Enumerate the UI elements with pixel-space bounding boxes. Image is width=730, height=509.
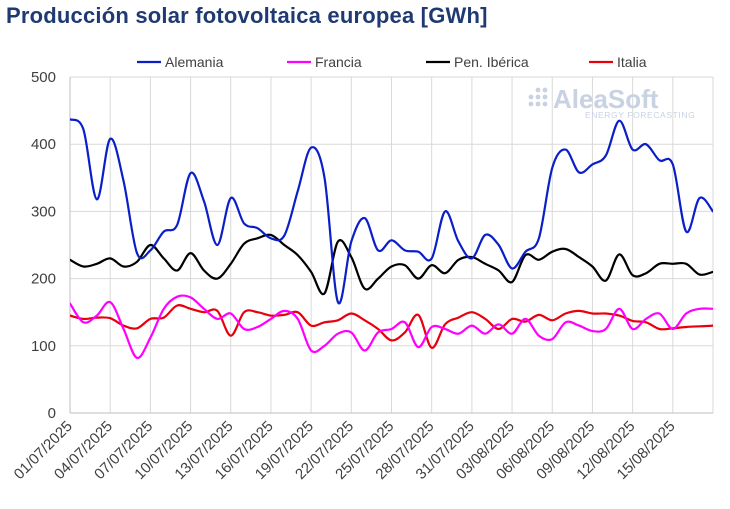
series-line-francia: [70, 294, 713, 360]
series: [70, 118, 713, 360]
y-tick-label: 400: [31, 136, 56, 153]
watermark-logo-icon: [528, 87, 548, 107]
axes: 010020030040050001/07/202504/07/202507/0…: [11, 69, 713, 483]
watermark-tagline: ENERGY FORECASTING: [585, 110, 695, 120]
y-tick-label: 200: [31, 271, 56, 288]
watermark-brand: AleaSoft: [553, 84, 659, 114]
y-tick-label: 0: [48, 405, 56, 422]
series-line-alemania: [70, 118, 713, 305]
legend-label-francia: Francia: [315, 54, 362, 70]
legend-label-alemania: Alemania: [165, 54, 224, 70]
chart-title: Producción solar fotovoltaica europea [G…: [6, 3, 488, 28]
grid: [69, 76, 714, 414]
y-tick-label: 500: [31, 69, 56, 86]
series-line-pen-ib-rica: [70, 233, 713, 296]
y-tick-label: 300: [31, 203, 56, 220]
series-line-italia: [70, 304, 713, 349]
y-tick-label: 100: [31, 338, 56, 355]
legend-label-italia: Italia: [617, 54, 647, 70]
legend: Alemania Francia Pen. Ibérica Italia: [137, 54, 647, 70]
legend-label-pen-ib-rica: Pen. Ibérica: [454, 54, 529, 70]
watermark: AleaSoft ENERGY FORECASTING: [528, 84, 695, 120]
